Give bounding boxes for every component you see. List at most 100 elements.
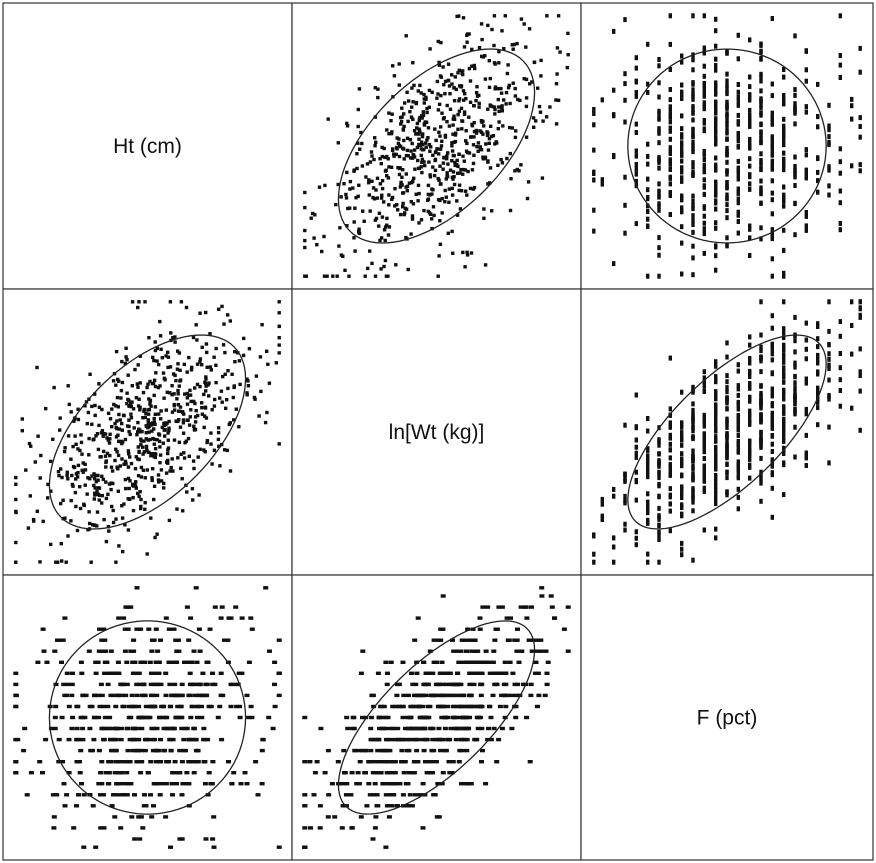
data-point [376,87,380,91]
data-point [532,671,538,675]
data-point [166,446,171,450]
data-point [748,156,752,162]
data-point [446,760,452,764]
data-point [266,715,272,720]
data-point [702,86,706,92]
data-point [88,521,92,526]
data-point [208,704,214,709]
data-point [464,129,468,133]
data-point [770,161,774,167]
data-point [143,415,147,420]
data-point [276,845,282,849]
data-point [127,452,131,456]
data-point [612,486,616,492]
data-point [159,782,165,786]
data-point [380,154,384,159]
data-point [145,715,151,720]
data-point [65,682,71,687]
data-point [188,388,192,393]
data-point [782,142,786,148]
data-point [668,128,672,134]
data-point [170,771,176,775]
data-point [657,155,661,161]
data-point [488,715,494,720]
data-point [386,233,391,237]
data-point [782,93,786,98]
data-point [634,497,638,503]
data-point [379,267,383,271]
data-point [759,437,763,442]
data-point [500,107,504,111]
data-point [623,500,627,506]
data-point [838,75,842,80]
data-point [437,254,441,258]
data-point [227,422,231,427]
data-point [370,771,376,775]
data-point [457,748,463,753]
data-point [151,355,155,360]
data-point [194,704,200,709]
data-point [314,760,320,764]
data-point [460,660,466,664]
data-point [114,349,119,354]
data-point [435,79,440,84]
data-point [370,793,376,797]
data-point [472,649,478,653]
data-point [101,649,106,653]
data-point [177,440,182,444]
data-point [124,726,130,731]
data-point [736,418,740,423]
data-point [464,149,469,153]
data-point [79,433,83,437]
data-point [413,793,418,797]
data-point [203,682,209,687]
data-point [383,748,389,753]
data-point [657,57,661,62]
data-point [524,45,528,49]
data-point [118,418,122,422]
data-point [466,660,472,664]
data-point [592,177,596,183]
data-point [646,456,650,462]
data-point [71,484,75,488]
data-point [480,605,486,609]
data-point [463,92,467,96]
data-point [400,106,404,110]
data-point [443,682,449,687]
data-point [384,782,389,786]
data-point [691,471,695,477]
data-point [657,494,661,500]
data-point [82,715,88,720]
data-point [399,115,403,120]
data-point [106,492,110,496]
data-point [148,399,152,403]
data-point [592,107,596,112]
data-point [668,447,672,453]
data-point [691,110,695,116]
data-point [170,384,174,388]
data-point [107,482,112,486]
data-point [770,351,774,357]
data-point [702,150,706,156]
data-point [558,50,562,54]
data-point [80,693,86,698]
data-point [87,436,91,441]
data-point [170,410,175,414]
data-point [385,174,389,178]
data-point [419,91,423,95]
data-point [530,80,534,84]
data-point [156,660,162,664]
data-point [477,101,481,106]
data-point [386,157,390,161]
data-point [759,129,763,135]
data-point [443,693,449,698]
data-point [125,605,131,609]
data-point [152,416,156,421]
data-point [748,163,752,169]
data-point [74,504,78,509]
data-point [409,200,413,204]
data-point [35,660,41,664]
data-point [702,118,706,123]
data-point [405,148,410,153]
data-point [513,715,519,720]
